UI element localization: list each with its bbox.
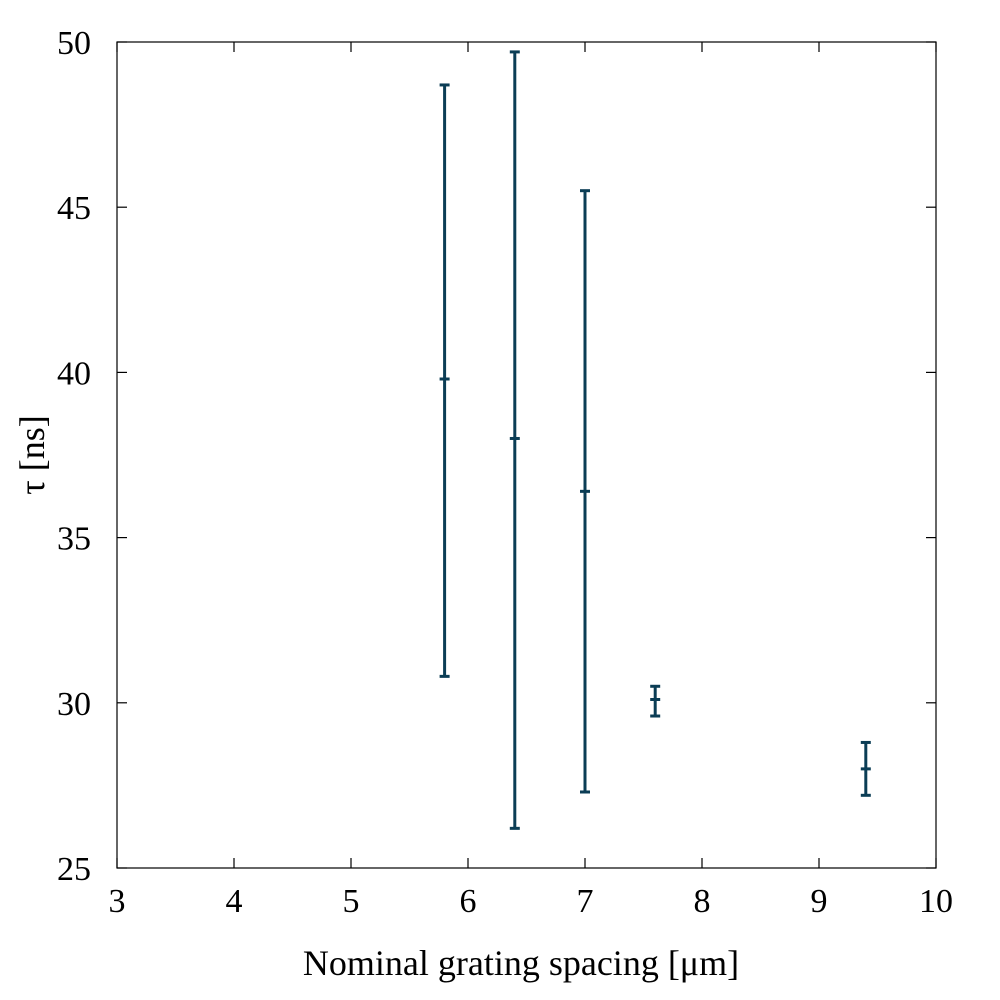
error-bar-point — [580, 189, 590, 794]
x-tick-label: 7 — [577, 883, 594, 920]
x-tick-label: 10 — [919, 883, 953, 920]
y-axis-ticks: 25 30 35 40 45 50 — [57, 25, 936, 888]
x-axis-label: Nominal grating spacing [μm] — [303, 943, 739, 983]
error-bar-point — [509, 50, 520, 830]
x-axis-ticks: 3 4 5 6 7 8 9 10 — [109, 42, 953, 920]
plot-frame — [116, 41, 937, 869]
error-bar-point — [860, 740, 871, 797]
data-series — [439, 50, 871, 830]
y-tick-label: 35 — [57, 521, 91, 558]
x-tick-label: 5 — [343, 883, 360, 920]
x-tick-label: 8 — [694, 883, 711, 920]
x-tick-label: 6 — [460, 883, 477, 920]
y-tick-label: 25 — [57, 851, 91, 888]
y-tick-label: 40 — [57, 355, 91, 392]
y-axis-label: τ [ns] — [12, 415, 52, 494]
y-tick-label: 50 — [57, 25, 91, 62]
y-tick-label: 30 — [57, 686, 91, 723]
error-bar-point — [650, 684, 661, 718]
error-bar-point — [439, 83, 450, 678]
x-tick-label: 3 — [109, 883, 126, 920]
x-tick-label: 9 — [811, 883, 828, 920]
x-tick-label: 4 — [226, 883, 243, 920]
y-tick-label: 45 — [57, 190, 91, 227]
